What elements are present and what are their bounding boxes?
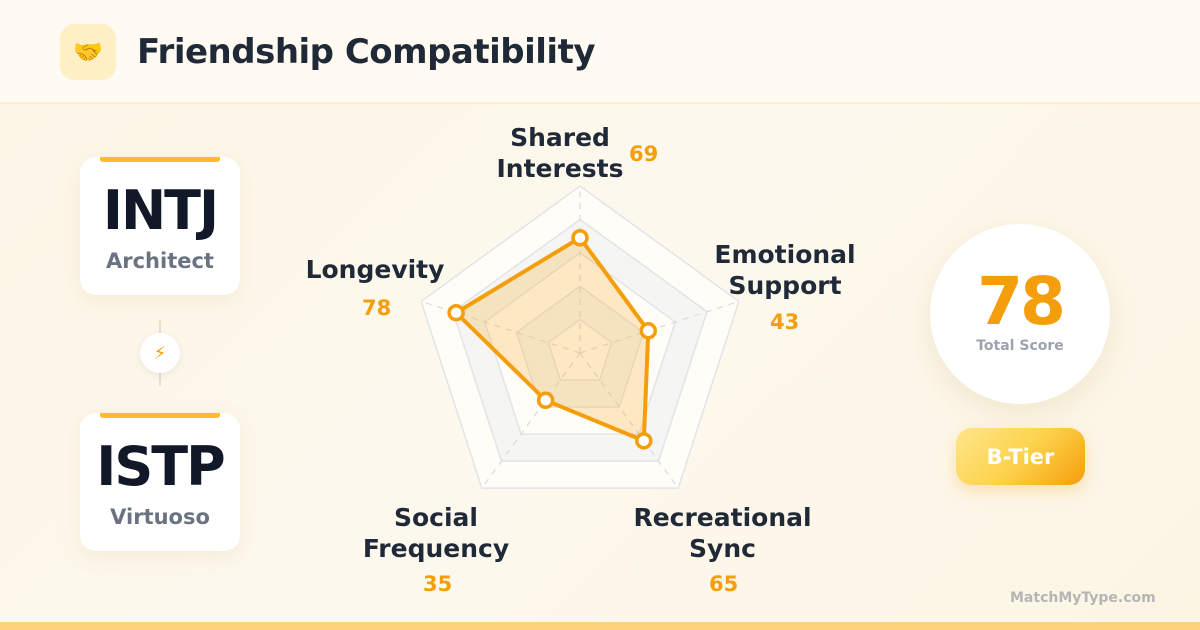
- axis-label-recreational-sync: Recreational Sync: [633, 503, 812, 563]
- page-title: Friendship Compatibility: [137, 32, 596, 72]
- header: 🤝 Friendship Compatibility: [0, 0, 1200, 104]
- handshake-icon: 🤝: [60, 24, 116, 80]
- value-label-shared-interests: 69: [629, 142, 659, 166]
- card-accent: [100, 157, 220, 162]
- person-a-type: INTJ: [102, 179, 219, 242]
- data-point: [639, 322, 658, 340]
- value-label-social-frequency: 35: [423, 572, 453, 596]
- value-label-emotional-support: 43: [770, 310, 800, 334]
- person-b-name: Virtuoso: [110, 505, 210, 529]
- axis-label-shared-interests: Shared Interests: [496, 123, 624, 183]
- axis-label-longevity: Longevity: [305, 255, 445, 284]
- brand-watermark: MatchMyType.com: [1010, 590, 1156, 606]
- tier-badge: B-Tier: [956, 428, 1085, 485]
- bottom-bar: [0, 622, 1200, 630]
- axis-line: [579, 300, 740, 354]
- total-score-circle: 78 Total Score: [930, 224, 1110, 404]
- data-point: [635, 432, 653, 450]
- value-label-longevity: 78: [362, 296, 392, 320]
- person-b-type: ISTP: [96, 435, 225, 498]
- card-accent: [100, 413, 220, 418]
- axis-line: [481, 352, 581, 489]
- total-score-caption: Total Score: [976, 338, 1064, 354]
- data-point: [447, 303, 465, 322]
- axis-label-emotional-support: Emotional Support: [714, 240, 856, 300]
- axis-label-social-frequency: Social Frequency: [362, 503, 510, 563]
- data-point: [536, 391, 555, 410]
- axis-line: [579, 352, 679, 489]
- axis-line: [420, 300, 581, 354]
- person-b-card: ISTP Virtuoso: [80, 413, 240, 551]
- data-area: [454, 235, 651, 443]
- person-a-card: INTJ Architect: [80, 157, 240, 295]
- data-point: [571, 229, 589, 247]
- total-score-value: 78: [977, 263, 1066, 340]
- value-label-recreational-sync: 65: [709, 572, 739, 596]
- person-a-name: Architect: [106, 249, 214, 273]
- lightning-icon: ⚡: [140, 333, 180, 373]
